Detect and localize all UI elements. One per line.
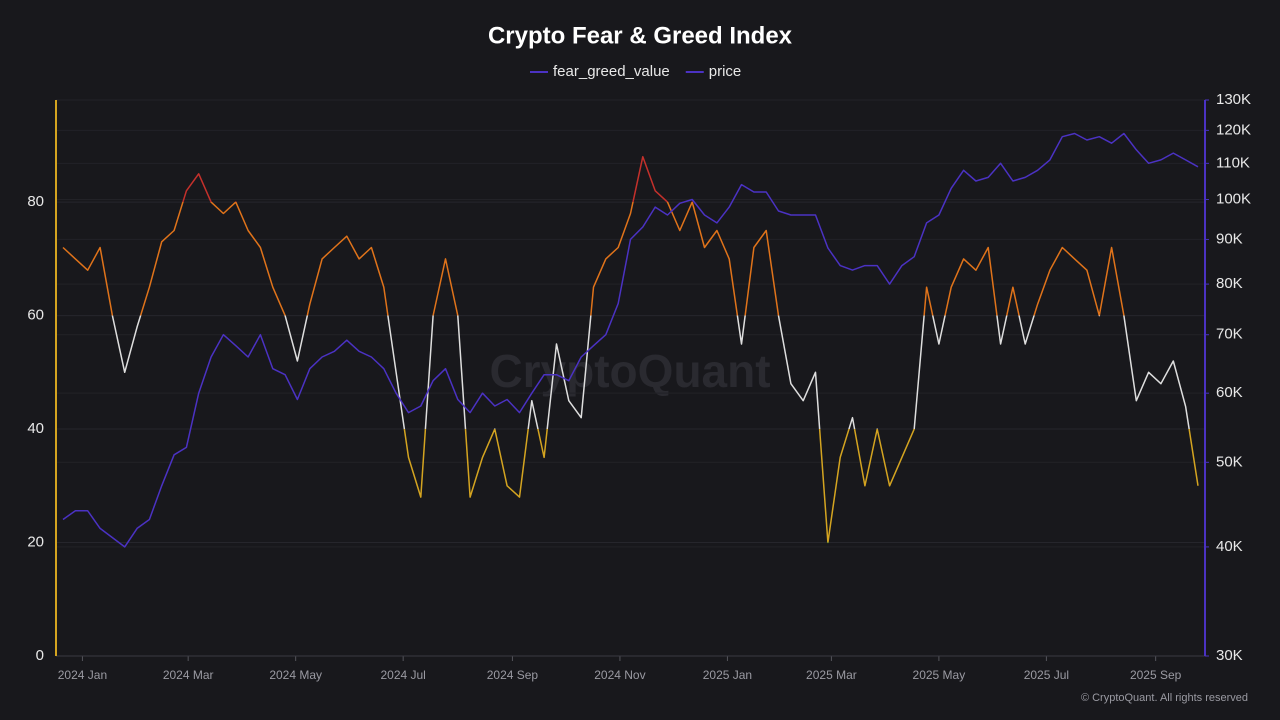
series-line — [62, 132, 1199, 548]
legend-label: fear_greed_value — [553, 63, 670, 80]
y-tick-label: 80 — [27, 193, 44, 210]
x-tick-label: 2024 Jan — [58, 668, 107, 682]
x-tick-label: 2024 May — [269, 668, 322, 682]
y-tick-label: 20 — [27, 533, 44, 550]
y2-tick-label: 110K — [1216, 154, 1250, 171]
y2-tick-label: 70K — [1216, 326, 1243, 343]
y2-tick-label: 120K — [1216, 121, 1251, 138]
y2-tick-label: 130K — [1216, 91, 1251, 108]
watermark: CryptoQuant — [489, 345, 770, 397]
y2-tick-label: 80K — [1216, 275, 1243, 292]
x-tick-label: 2024 Nov — [594, 668, 645, 682]
y-tick-label: 0 — [36, 647, 44, 664]
y2-tick-label: 60K — [1216, 384, 1243, 401]
series-line — [62, 155, 1199, 544]
y2-tick-label: 30K — [1216, 647, 1243, 664]
y2-tick-label: 100K — [1216, 190, 1251, 207]
chart-title: Crypto Fear & Greed Index — [488, 22, 793, 49]
x-tick-label: 2025 Jan — [703, 668, 752, 682]
footer: © CryptoQuant. All rights reserved — [1081, 692, 1248, 704]
x-tick-label: 2025 Sep — [1130, 668, 1182, 682]
x-tick-label: 2024 Sep — [487, 668, 539, 682]
y2-tick-label: 40K — [1216, 538, 1243, 555]
y-tick-label: 60 — [27, 307, 44, 324]
x-tick-label: 2025 May — [913, 668, 966, 682]
y-tick-label: 40 — [27, 420, 44, 437]
x-tick-label: 2025 Jul — [1024, 668, 1069, 682]
x-tick-label: 2024 Mar — [163, 668, 214, 682]
legend-label: price — [709, 63, 742, 80]
x-tick-label: 2024 Jul — [380, 668, 425, 682]
y2-tick-label: 90K — [1216, 230, 1243, 247]
y2-tick-label: 50K — [1216, 453, 1243, 470]
x-tick-label: 2025 Mar — [806, 668, 857, 682]
